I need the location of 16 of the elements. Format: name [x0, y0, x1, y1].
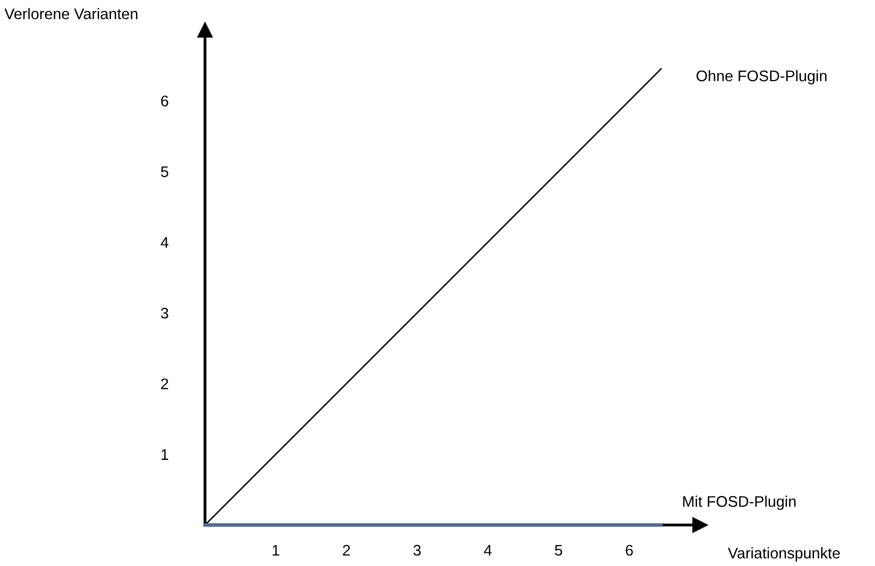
series-label: Mit FOSD-Plugin	[683, 496, 796, 510]
y-axis-title: Verlorene Varianten	[4, 8, 138, 20]
y-tick-label: 5	[161, 166, 168, 178]
y-tick-label: 4	[160, 237, 168, 248]
x-tick-label: 6	[626, 544, 633, 556]
x-tick-label: 4	[484, 545, 492, 556]
x-tick-label: 2	[342, 544, 350, 556]
y-tick-label: 2	[161, 378, 168, 390]
x-tick-label: 1	[272, 545, 280, 556]
y-tick-label: 6	[161, 96, 168, 106]
y-tick-label: 3	[160, 308, 168, 319]
x-tick-label: 5	[554, 545, 562, 556]
x-tick-label: 3	[413, 544, 421, 556]
y-tick-label: 1	[162, 449, 168, 460]
x-axis-title: Variationspunkte	[728, 547, 840, 562]
text: Ohne FOSD-Plugin	[696, 70, 826, 84]
